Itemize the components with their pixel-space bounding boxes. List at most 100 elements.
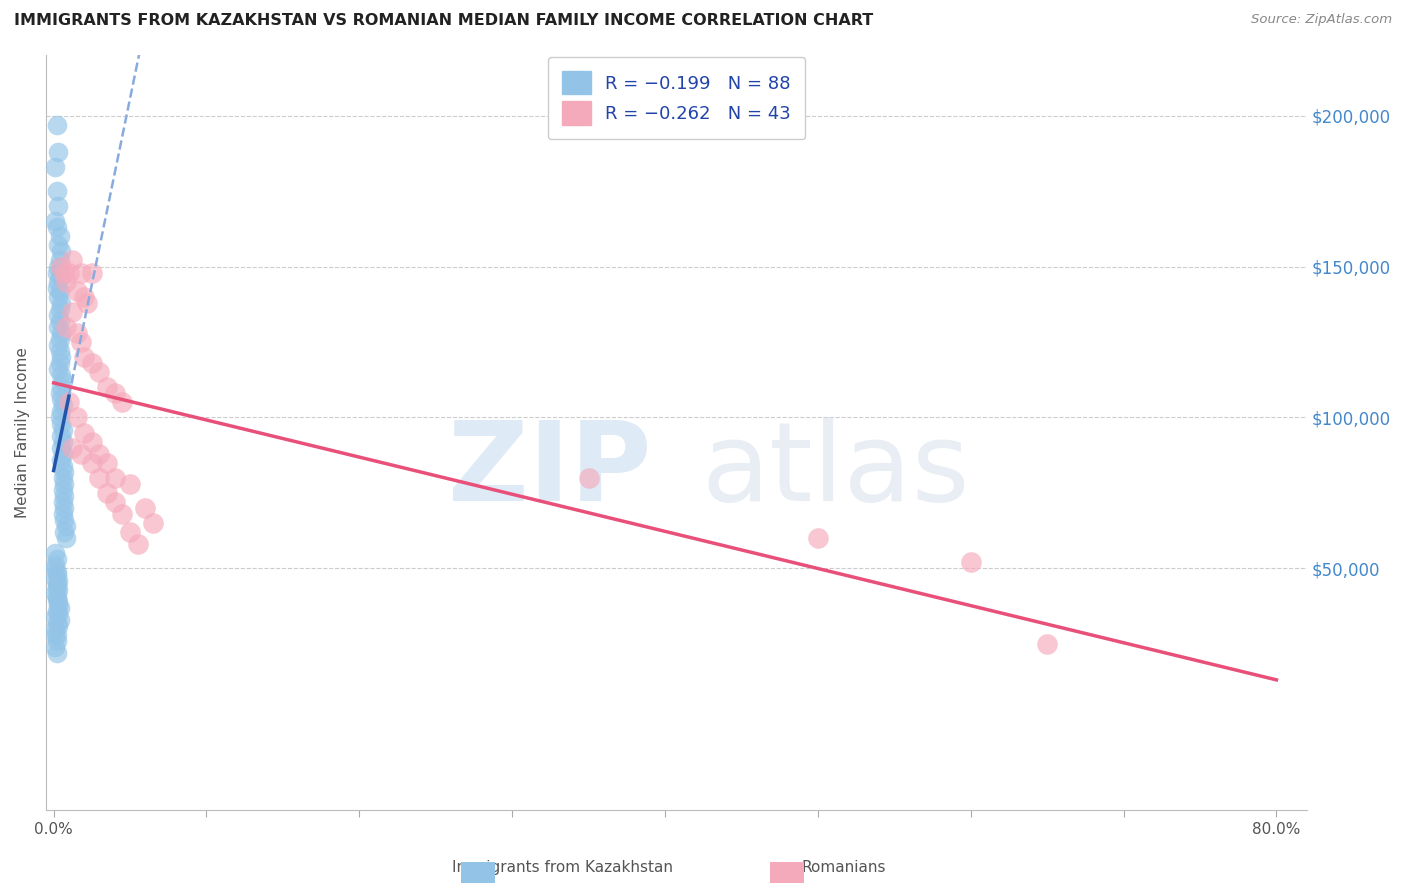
Point bbox=[51, 392, 73, 407]
Point bbox=[51, 417, 73, 431]
Point bbox=[46, 238, 69, 252]
Point bbox=[51, 428, 73, 442]
Point bbox=[44, 640, 66, 654]
Point bbox=[48, 314, 70, 328]
Point bbox=[96, 456, 118, 470]
Point bbox=[46, 607, 69, 621]
Point bbox=[45, 565, 67, 579]
Point bbox=[46, 308, 69, 322]
Point bbox=[45, 552, 67, 566]
Text: Immigrants from Kazakhstan: Immigrants from Kazakhstan bbox=[451, 861, 673, 875]
Point bbox=[80, 266, 103, 280]
Point bbox=[51, 326, 73, 340]
Point bbox=[48, 253, 70, 268]
Point bbox=[118, 477, 141, 491]
Point bbox=[48, 410, 70, 425]
Point bbox=[46, 595, 69, 609]
Point bbox=[55, 319, 77, 334]
Point bbox=[65, 410, 87, 425]
Point bbox=[45, 567, 67, 582]
Point bbox=[46, 145, 69, 159]
Point bbox=[52, 495, 75, 509]
Point bbox=[80, 356, 103, 370]
Point bbox=[45, 118, 67, 132]
Point bbox=[104, 495, 127, 509]
Point bbox=[73, 350, 96, 364]
Point bbox=[96, 380, 118, 394]
Point bbox=[44, 561, 66, 575]
Point bbox=[44, 558, 66, 573]
Point bbox=[48, 229, 70, 244]
Point bbox=[51, 260, 73, 274]
Point bbox=[65, 326, 87, 340]
Point bbox=[48, 386, 70, 401]
Text: IMMIGRANTS FROM KAZAKHSTAN VS ROMANIAN MEDIAN FAMILY INCOME CORRELATION CHART: IMMIGRANTS FROM KAZAKHSTAN VS ROMANIAN M… bbox=[14, 13, 873, 29]
Point bbox=[46, 619, 69, 633]
Point bbox=[44, 628, 66, 642]
Point bbox=[45, 266, 67, 280]
Text: atlas: atlas bbox=[702, 417, 970, 524]
Point bbox=[51, 368, 73, 383]
Point bbox=[58, 266, 80, 280]
Point bbox=[53, 501, 76, 516]
Point bbox=[60, 305, 83, 319]
Point bbox=[46, 582, 69, 597]
Point bbox=[76, 295, 98, 310]
Text: Source: ZipAtlas.com: Source: ZipAtlas.com bbox=[1251, 13, 1392, 27]
Point bbox=[44, 214, 66, 228]
Point bbox=[60, 441, 83, 455]
Point bbox=[45, 280, 67, 294]
Point bbox=[51, 404, 73, 418]
Point bbox=[52, 374, 75, 388]
Point bbox=[127, 537, 149, 551]
Point bbox=[48, 356, 70, 370]
Point bbox=[46, 338, 69, 352]
Point bbox=[578, 471, 600, 485]
Point bbox=[46, 319, 69, 334]
Point bbox=[53, 513, 76, 527]
Point bbox=[111, 507, 134, 521]
Point bbox=[44, 622, 66, 636]
Point bbox=[58, 395, 80, 409]
Point bbox=[48, 301, 70, 316]
Point bbox=[80, 456, 103, 470]
Point bbox=[51, 441, 73, 455]
Point bbox=[51, 244, 73, 259]
Point bbox=[96, 486, 118, 500]
Point bbox=[45, 628, 67, 642]
Point bbox=[807, 531, 830, 545]
Point bbox=[73, 425, 96, 440]
Point bbox=[46, 362, 69, 376]
Point bbox=[52, 434, 75, 449]
Point bbox=[45, 646, 67, 660]
Text: Romanians: Romanians bbox=[801, 861, 886, 875]
Point bbox=[45, 591, 67, 606]
Point bbox=[45, 220, 67, 235]
Point bbox=[73, 290, 96, 304]
Point bbox=[45, 589, 67, 603]
Point bbox=[48, 600, 70, 615]
Point bbox=[45, 184, 67, 198]
Point bbox=[53, 266, 76, 280]
Point bbox=[51, 295, 73, 310]
Point bbox=[89, 471, 111, 485]
Point bbox=[53, 465, 76, 479]
Point bbox=[45, 615, 67, 630]
Point bbox=[48, 344, 70, 359]
Point bbox=[118, 525, 141, 540]
Point bbox=[48, 613, 70, 627]
Point bbox=[53, 489, 76, 503]
Point bbox=[48, 332, 70, 346]
Point bbox=[134, 501, 156, 516]
Point bbox=[44, 160, 66, 174]
Point bbox=[46, 598, 69, 612]
Point bbox=[52, 507, 75, 521]
Y-axis label: Median Family Income: Median Family Income bbox=[15, 347, 30, 518]
Point bbox=[104, 386, 127, 401]
Legend: R = −0.199   N = 88, R = −0.262   N = 43: R = −0.199 N = 88, R = −0.262 N = 43 bbox=[547, 56, 806, 139]
Point bbox=[53, 477, 76, 491]
Point bbox=[46, 290, 69, 304]
Point bbox=[52, 447, 75, 461]
Point bbox=[48, 268, 70, 283]
Point bbox=[53, 525, 76, 540]
